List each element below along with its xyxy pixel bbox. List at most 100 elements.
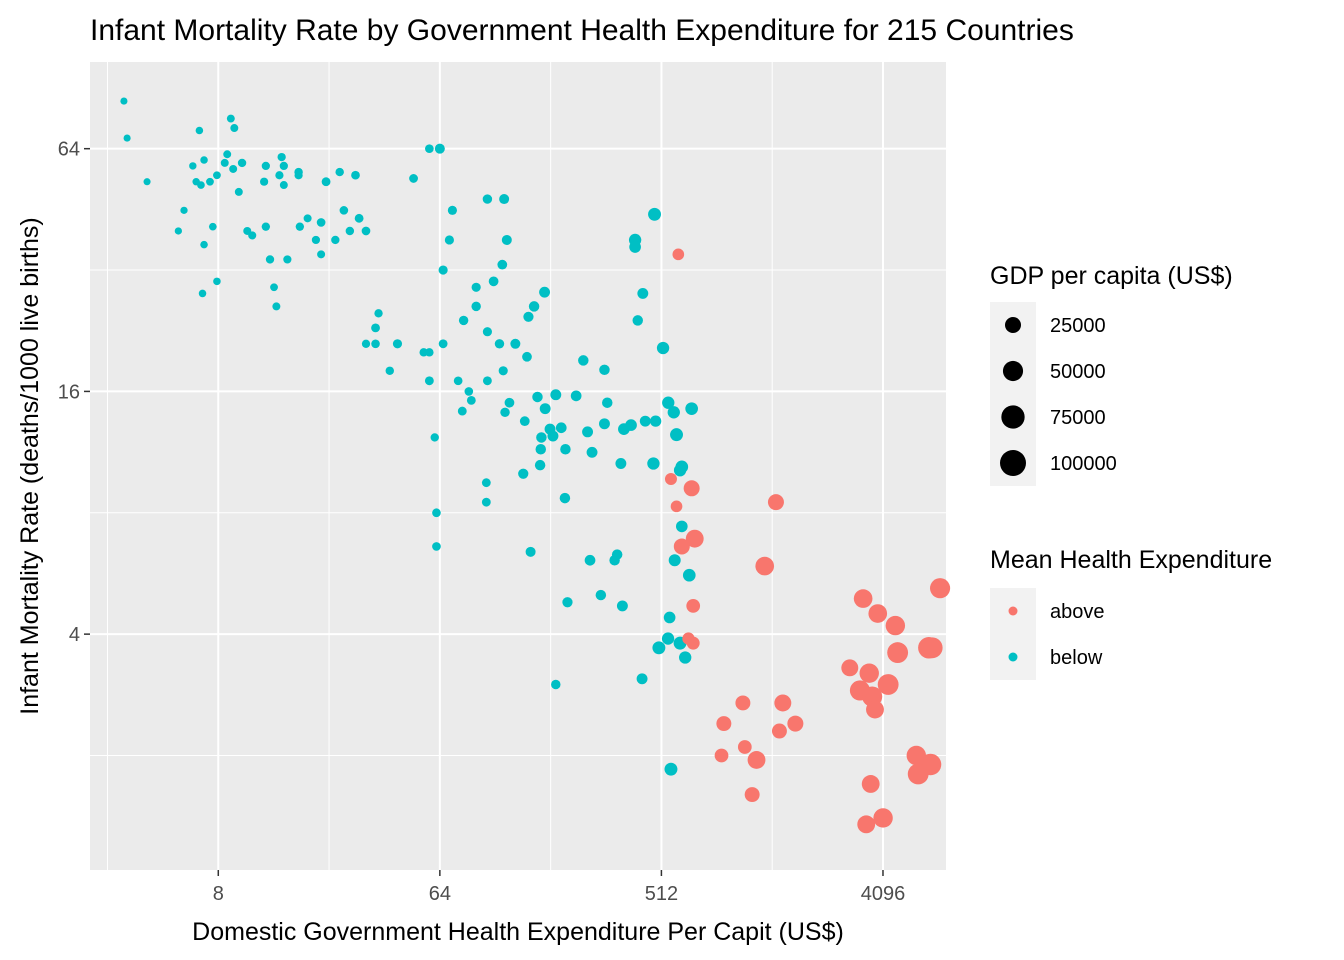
point-below — [189, 162, 197, 170]
point-below — [499, 194, 510, 205]
point-below — [555, 422, 567, 434]
point-below — [354, 213, 364, 223]
point-below — [425, 348, 434, 357]
point-below — [656, 341, 670, 355]
size-legend: GDP per capita (US$) 25000 50000 75000 1000… — [990, 262, 1233, 486]
point-below — [615, 458, 627, 469]
point-below — [637, 287, 649, 299]
point-below — [123, 134, 131, 142]
point-below — [424, 376, 434, 386]
point-below — [261, 161, 270, 171]
point-below — [180, 206, 188, 214]
point-below — [226, 114, 235, 123]
point-below — [197, 181, 205, 189]
point-above — [885, 615, 906, 636]
size-legend-label: 25000 — [1050, 315, 1106, 337]
point-below — [488, 276, 499, 287]
point-above — [907, 763, 929, 785]
point-below — [663, 611, 676, 624]
point-above — [861, 775, 880, 793]
point-below — [430, 433, 439, 442]
point-below — [345, 226, 355, 236]
point-below — [230, 124, 239, 133]
point-above — [853, 589, 873, 608]
x-axis-title: Domestic Government Health Expenditure P… — [192, 918, 844, 946]
point-below — [432, 542, 441, 551]
y-tick-label: 64 — [58, 139, 80, 161]
point-below — [453, 376, 463, 386]
point-below — [528, 301, 540, 312]
point-above — [737, 740, 752, 754]
point-below — [200, 156, 208, 164]
point-below — [457, 406, 467, 416]
size-legend-key — [1005, 317, 1021, 333]
color-legend-label: above — [1050, 601, 1105, 623]
point-below — [374, 309, 383, 318]
point-below — [208, 222, 217, 231]
x-tick-label: 512 — [645, 883, 678, 905]
x-tick-label: 64 — [429, 883, 451, 905]
point-below — [279, 181, 288, 190]
y-axis-title: Infant Mortality Rate (deaths/1000 live … — [16, 217, 44, 714]
point-below — [120, 97, 128, 105]
point-below — [482, 194, 493, 204]
point-above — [771, 723, 787, 739]
point-below — [522, 351, 532, 362]
point-below — [223, 150, 232, 159]
point-below — [481, 497, 491, 507]
point-below — [494, 339, 505, 349]
point-below — [321, 177, 331, 187]
point-below — [679, 651, 692, 664]
point-below — [270, 283, 278, 292]
points-below-group — [120, 97, 698, 776]
point-above — [683, 480, 700, 497]
point-below — [599, 418, 610, 430]
point-below — [295, 222, 305, 231]
point-below — [294, 167, 303, 177]
point-below — [438, 339, 448, 349]
point-below — [532, 391, 543, 403]
point-below — [371, 323, 380, 333]
point-below — [518, 468, 529, 479]
point-above — [873, 808, 893, 828]
point-above — [921, 637, 943, 659]
point-below — [432, 508, 441, 518]
point-below — [547, 430, 559, 442]
point-above — [744, 787, 760, 803]
point-below — [220, 158, 229, 167]
point-below — [616, 600, 628, 612]
size-legend-label: 75000 — [1050, 407, 1106, 429]
color-legend-key-above — [1008, 606, 1018, 616]
point-below — [599, 364, 610, 376]
point-above — [868, 604, 888, 623]
point-below — [649, 415, 662, 427]
point-below — [559, 492, 571, 504]
major-gridlines — [90, 62, 946, 870]
point-below — [464, 387, 474, 396]
point-below — [444, 235, 454, 245]
point-below — [265, 255, 275, 264]
point-above — [670, 500, 683, 513]
point-below — [234, 187, 243, 196]
point-below — [550, 389, 562, 401]
point-below — [482, 376, 492, 386]
color-legend: Mean Health Expenditure above below — [990, 546, 1272, 680]
point-below — [609, 555, 620, 566]
point-below — [510, 338, 521, 349]
point-above — [841, 659, 859, 677]
point-below — [481, 478, 491, 488]
point-above — [857, 815, 876, 834]
point-below — [647, 457, 660, 470]
point-below — [143, 178, 151, 186]
point-below — [466, 395, 476, 405]
point-below — [562, 597, 573, 608]
point-below — [670, 428, 683, 442]
point-below — [392, 339, 403, 349]
point-below — [582, 426, 594, 438]
point-below — [229, 164, 238, 173]
color-legend-key-bg — [990, 588, 1036, 680]
point-below — [535, 443, 546, 455]
point-below — [539, 403, 551, 415]
point-below — [317, 250, 326, 259]
point-below — [425, 144, 434, 154]
